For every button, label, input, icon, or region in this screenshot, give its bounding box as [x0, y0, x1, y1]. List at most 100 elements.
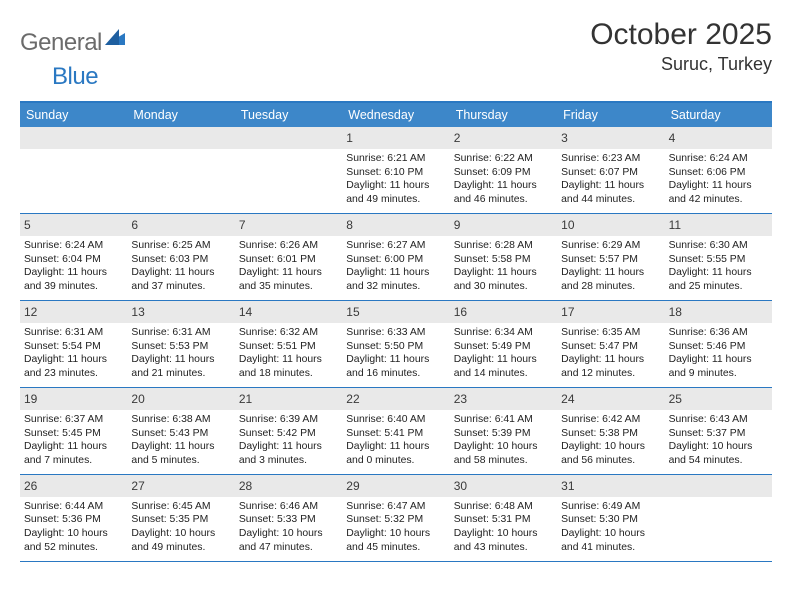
- sunset-text: Sunset: 5:36 PM: [24, 513, 123, 527]
- daylight-text: Daylight: 11 hours: [24, 440, 123, 454]
- daylight-text: and 49 minutes.: [131, 541, 230, 555]
- daylight-text: Daylight: 11 hours: [346, 266, 445, 280]
- calendar-cell: 21 Sunrise: 6:39 AMSunset: 5:42 PMDayligh…: [235, 388, 342, 474]
- sunset-text: Sunset: 5:50 PM: [346, 340, 445, 354]
- day-number: 20: [131, 392, 144, 406]
- daylight-text: Daylight: 10 hours: [454, 527, 553, 541]
- day-number-row: 11: [665, 214, 772, 236]
- day-number: 25: [669, 392, 682, 406]
- calendar-cell: 1Sunrise: 6:21 AMSunset: 6:10 PMDaylight…: [342, 127, 449, 213]
- logo: GeneralBlue: [20, 24, 125, 91]
- day-number: 17: [561, 305, 574, 319]
- daylight-text: Daylight: 11 hours: [454, 179, 553, 193]
- day-number: 15: [346, 305, 359, 319]
- sunset-text: Sunset: 5:32 PM: [346, 513, 445, 527]
- sunset-text: Sunset: 6:06 PM: [669, 166, 768, 180]
- sunset-text: Sunset: 5:35 PM: [131, 513, 230, 527]
- day-number: 28: [239, 479, 252, 493]
- day-number: 16: [454, 305, 467, 319]
- calendar-cell: 4Sunrise: 6:24 AMSunset: 6:06 PMDaylight…: [665, 127, 772, 213]
- sunrise-text: Sunrise: 6:24 AM: [24, 239, 123, 253]
- day-number-row: 30: [450, 475, 557, 497]
- sunrise-text: Sunrise: 6:21 AM: [346, 152, 445, 166]
- calendar-cell-empty: [20, 127, 127, 213]
- day-number-row: 25: [665, 388, 772, 410]
- daylight-text: Daylight: 11 hours: [346, 440, 445, 454]
- daylight-text: and 5 minutes.: [131, 454, 230, 468]
- daylight-text: Daylight: 11 hours: [131, 440, 230, 454]
- daylight-text: Daylight: 11 hours: [239, 440, 338, 454]
- calendar-cell: 18Sunrise: 6:36 AMSunset: 5:46 PMDayligh…: [665, 301, 772, 387]
- sunrise-text: Sunrise: 6:25 AM: [131, 239, 230, 253]
- weekday-label: Thursday: [450, 103, 557, 127]
- sunset-text: Sunset: 5:42 PM: [239, 427, 338, 441]
- calendar-cell: 6Sunrise: 6:25 AMSunset: 6:03 PMDaylight…: [127, 214, 234, 300]
- daylight-text: and 28 minutes.: [561, 280, 660, 294]
- calendar-cell-empty: [235, 127, 342, 213]
- calendar-cell: 31Sunrise: 6:49 AMSunset: 5:30 PMDayligh…: [557, 475, 664, 561]
- sunset-text: Sunset: 6:00 PM: [346, 253, 445, 267]
- calendar-body: 1Sunrise: 6:21 AMSunset: 6:10 PMDaylight…: [20, 127, 772, 562]
- sunrise-text: Sunrise: 6:31 AM: [24, 326, 123, 340]
- day-number: 23: [454, 392, 467, 406]
- day-number-row: [665, 475, 772, 497]
- calendar-cell: 11Sunrise: 6:30 AMSunset: 5:55 PMDayligh…: [665, 214, 772, 300]
- daylight-text: and 42 minutes.: [669, 193, 768, 207]
- daylight-text: and 32 minutes.: [346, 280, 445, 294]
- sunset-text: Sunset: 5:41 PM: [346, 427, 445, 441]
- calendar-cell: 8Sunrise: 6:27 AMSunset: 6:00 PMDaylight…: [342, 214, 449, 300]
- sunrise-text: Sunrise: 6:47 AM: [346, 500, 445, 514]
- sunrise-text: Sunrise: 6:42 AM: [561, 413, 660, 427]
- calendar-cell: 28Sunrise: 6:46 AMSunset: 5:33 PMDayligh…: [235, 475, 342, 561]
- day-number-row: 3: [557, 127, 664, 149]
- daylight-text: and 7 minutes.: [24, 454, 123, 468]
- sunrise-text: Sunrise: 6:49 AM: [561, 500, 660, 514]
- daylight-text: and 54 minutes.: [669, 454, 768, 468]
- daylight-text: and 14 minutes.: [454, 367, 553, 381]
- weekday-header: SundayMondayTuesdayWednesdayThursdayFrid…: [20, 103, 772, 127]
- day-number-row: 14: [235, 301, 342, 323]
- sunrise-text: Sunrise: 6:39 AM: [239, 413, 338, 427]
- sunset-text: Sunset: 5:46 PM: [669, 340, 768, 354]
- daylight-text: Daylight: 10 hours: [561, 527, 660, 541]
- sunset-text: Sunset: 5:57 PM: [561, 253, 660, 267]
- day-number-row: 21: [235, 388, 342, 410]
- day-number: 22: [346, 392, 359, 406]
- calendar-cell-empty: [665, 475, 772, 561]
- sunrise-text: Sunrise: 6:44 AM: [24, 500, 123, 514]
- day-number: 12: [24, 305, 37, 319]
- sunrise-text: Sunrise: 6:40 AM: [346, 413, 445, 427]
- sunrise-text: Sunrise: 6:32 AM: [239, 326, 338, 340]
- day-number-row: 12: [20, 301, 127, 323]
- daylight-text: Daylight: 11 hours: [669, 353, 768, 367]
- calendar-cell: 14Sunrise: 6:32 AMSunset: 5:51 PMDayligh…: [235, 301, 342, 387]
- daylight-text: Daylight: 10 hours: [24, 527, 123, 541]
- sunset-text: Sunset: 5:43 PM: [131, 427, 230, 441]
- day-number: 24: [561, 392, 574, 406]
- day-number-row: 2: [450, 127, 557, 149]
- day-number: 1: [346, 131, 353, 145]
- day-number: 31: [561, 479, 574, 493]
- sunrise-text: Sunrise: 6:28 AM: [454, 239, 553, 253]
- calendar-cell: 23Sunrise: 6:41 AMSunset: 5:39 PMDayligh…: [450, 388, 557, 474]
- day-number-row: 19: [20, 388, 127, 410]
- daylight-text: and 39 minutes.: [24, 280, 123, 294]
- calendar: SundayMondayTuesdayWednesdayThursdayFrid…: [20, 101, 772, 562]
- sunset-text: Sunset: 5:39 PM: [454, 427, 553, 441]
- weekday-label: Monday: [127, 103, 234, 127]
- sunset-text: Sunset: 5:45 PM: [24, 427, 123, 441]
- day-number-row: 22: [342, 388, 449, 410]
- sunset-text: Sunset: 6:09 PM: [454, 166, 553, 180]
- daylight-text: Daylight: 10 hours: [669, 440, 768, 454]
- daylight-text: and 49 minutes.: [346, 193, 445, 207]
- calendar-page: GeneralBlue October 2025 Suruc, Turkey S…: [0, 0, 792, 612]
- sunrise-text: Sunrise: 6:41 AM: [454, 413, 553, 427]
- day-number-row: [127, 127, 234, 149]
- day-number: 5: [24, 218, 31, 232]
- day-number: 7: [239, 218, 246, 232]
- daylight-text: Daylight: 10 hours: [239, 527, 338, 541]
- day-number: 27: [131, 479, 144, 493]
- sunrise-text: Sunrise: 6:30 AM: [669, 239, 768, 253]
- daylight-text: and 58 minutes.: [454, 454, 553, 468]
- daylight-text: and 43 minutes.: [454, 541, 553, 555]
